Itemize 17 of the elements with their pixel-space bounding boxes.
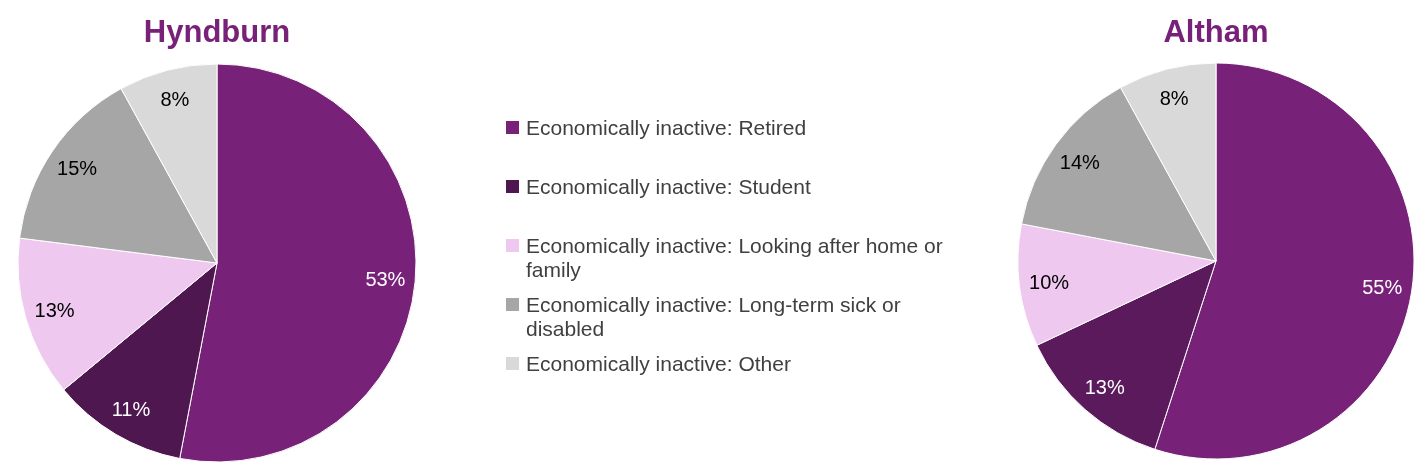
data-label: 15% [57, 156, 98, 179]
legend-label: Economically inactive: Looking after home or family [526, 234, 943, 282]
data-label: 8% [160, 88, 190, 111]
data-label: 53% [365, 267, 406, 290]
legend-label: Economically inactive: Retired [526, 116, 807, 140]
data-label: 55% [1362, 276, 1403, 299]
data-label: 8% [1159, 86, 1189, 109]
data-label: 14% [1059, 151, 1101, 174]
data-label: 10% [1029, 271, 1070, 294]
data-label: 13% [1084, 376, 1125, 399]
slice-label: Altham [1163, 14, 1269, 49]
data-label: 13% [34, 299, 75, 322]
legend-label: Economically inactive: Student [526, 175, 811, 199]
legend-label: Economically inactive: Other [526, 352, 791, 376]
slice-label: Hyndburn [143, 14, 291, 49]
legend-label: Economically inactive: Long-term sick or disabled [526, 293, 901, 341]
data-label: 11% [111, 397, 151, 420]
